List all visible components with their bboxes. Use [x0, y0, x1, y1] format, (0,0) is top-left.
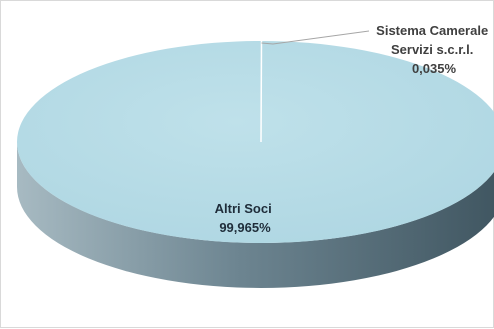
label-sistema-camerale-line2: Servizi s.c.r.l.	[391, 42, 473, 57]
leader-line	[261, 30, 370, 45]
value-altri-soci: 99,965%	[219, 220, 271, 235]
label-altri-soci-line1: Altri Soci	[215, 201, 272, 216]
label-sistema-camerale-line1: Sistema Camerale	[376, 23, 488, 38]
slice-sistema-camerale	[260, 40, 263, 143]
label-sistema-camerale: Sistema Camerale Servizi s.c.r.l. 0,035%	[376, 23, 492, 76]
slice-altri-soci	[17, 41, 494, 243]
value-sistema-camerale: 0,035%	[412, 61, 457, 76]
label-altri-soci: Altri Soci 99,965%	[215, 201, 276, 235]
pie-side-wall	[17, 142, 494, 288]
